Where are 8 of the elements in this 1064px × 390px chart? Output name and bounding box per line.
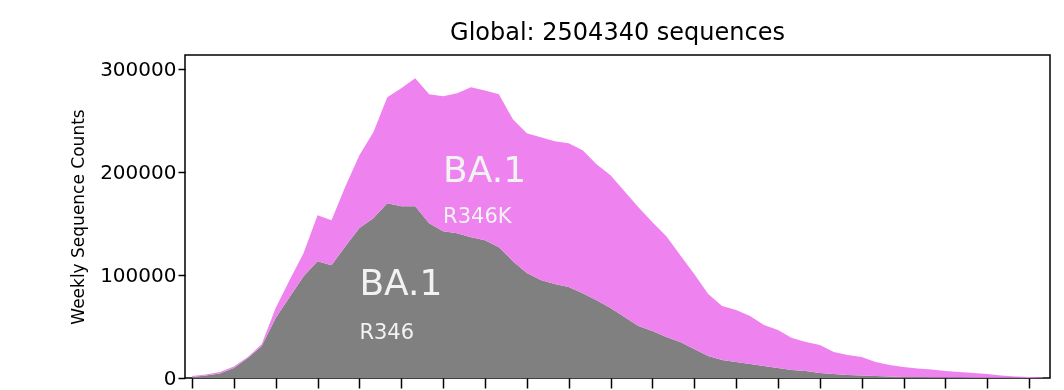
y-tick-label: 300000 [100, 56, 177, 81]
y-tick-label: 200000 [100, 159, 177, 184]
chart-title: Global: 2504340 sequences [450, 18, 785, 46]
y-axis-title: Weekly Sequence Counts [68, 109, 89, 325]
y-tick-label: 100000 [100, 262, 177, 287]
text: BA.1 R346K [443, 149, 527, 228]
text: BA.1 R346 [359, 262, 443, 344]
y-tick-label: 0 [163, 365, 177, 390]
